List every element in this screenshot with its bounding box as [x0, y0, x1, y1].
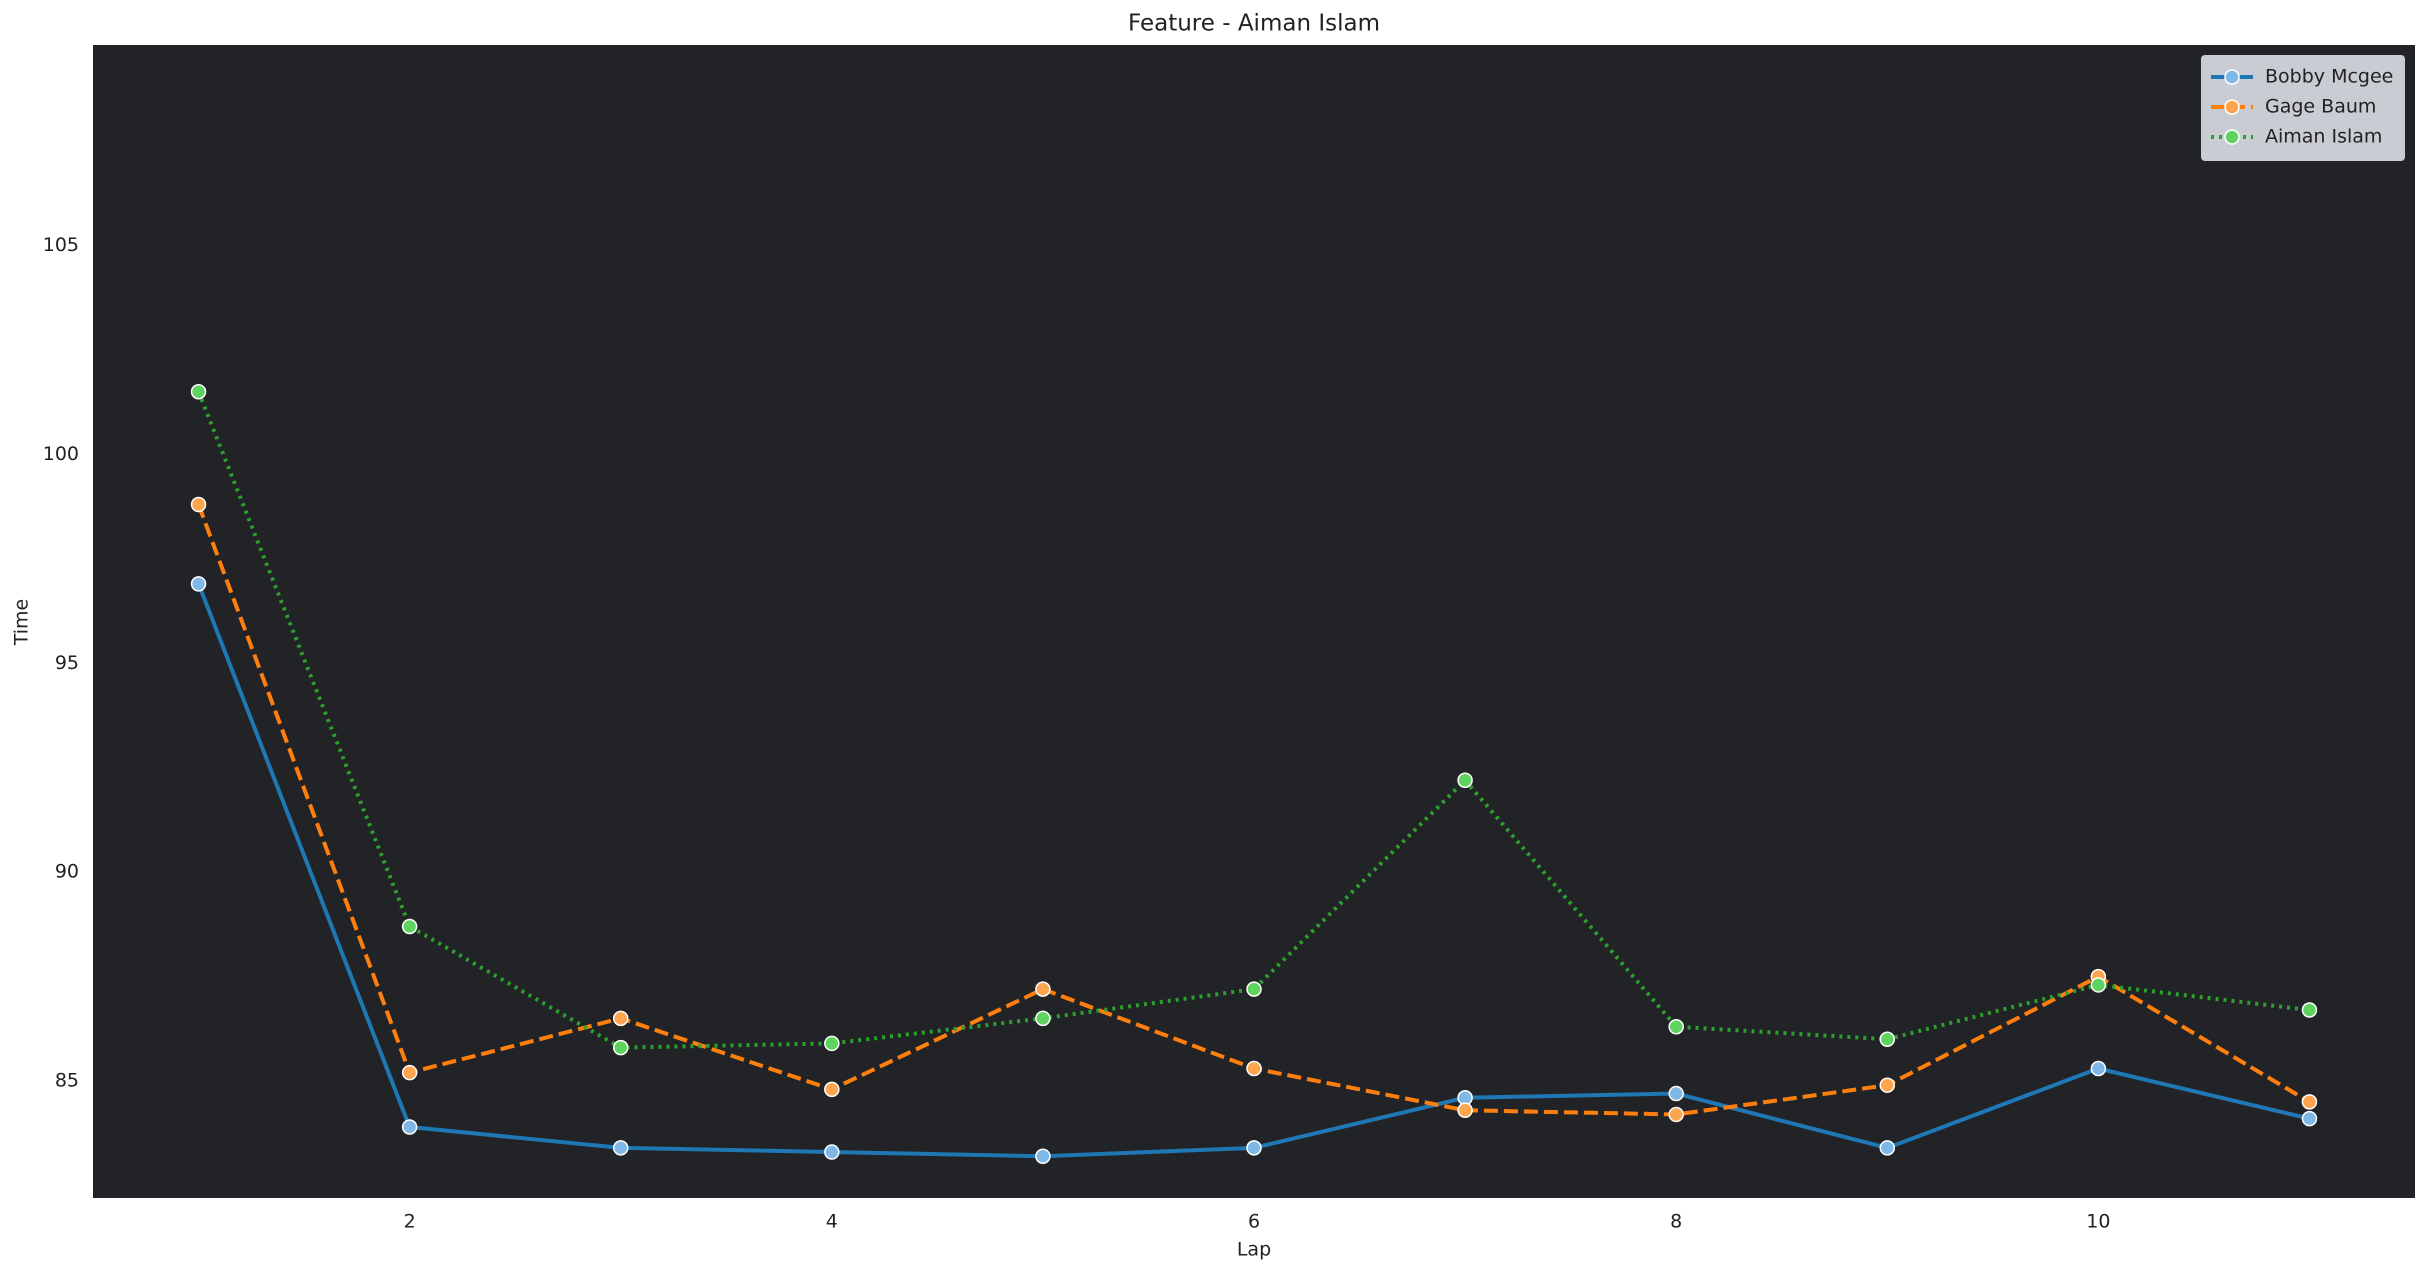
legend-box — [2201, 55, 2405, 161]
legend: Bobby Mcgee Gage Baum Aiman Islam — [2201, 55, 2405, 161]
data-point — [2301, 1110, 2318, 1127]
x-axis-label: Lap — [1237, 1239, 1271, 1261]
data-point — [1457, 1102, 1473, 1119]
x-tick-label: 10 — [2086, 1211, 2110, 1233]
data-point — [612, 1140, 629, 1156]
y-tick-label: 95 — [55, 652, 79, 674]
data-point — [824, 1081, 840, 1098]
data-point — [401, 1119, 418, 1135]
data-point — [1879, 1140, 1896, 1156]
x-tick-label: 8 — [1670, 1211, 1682, 1233]
data-point — [401, 918, 418, 935]
data-point — [1668, 1018, 1684, 1035]
data-point — [2301, 1094, 2318, 1110]
y-tick-label: 105 — [43, 234, 79, 256]
x-tick-label: 2 — [404, 1211, 416, 1233]
data-point — [1246, 1140, 1262, 1156]
data-point — [2090, 1060, 2107, 1077]
data-point — [190, 496, 207, 513]
data-point — [824, 1144, 840, 1160]
plot-area — [93, 45, 2415, 1198]
data-point — [1879, 1077, 1896, 1093]
data-point — [190, 383, 207, 400]
data-point — [1035, 1148, 1051, 1164]
y-tick-label: 85 — [55, 1070, 79, 1092]
legend-marker — [2224, 69, 2240, 85]
data-point — [1246, 981, 1262, 997]
data-point — [2301, 1002, 2318, 1018]
legend-marker — [2224, 129, 2240, 145]
data-point — [2090, 977, 2107, 993]
data-point — [1035, 1010, 1051, 1027]
data-point — [1879, 1031, 1896, 1048]
data-point — [1668, 1106, 1684, 1123]
x-tick-label: 4 — [826, 1211, 838, 1233]
y-axis-label: Time — [11, 599, 33, 647]
y-tick-label: 90 — [55, 861, 79, 883]
legend-label: Bobby Mcgee — [2265, 66, 2393, 88]
y-tick-label: 100 — [43, 443, 79, 465]
data-point — [401, 1064, 418, 1081]
data-point — [612, 1039, 629, 1056]
data-point — [1246, 1060, 1262, 1077]
legend-label: Gage Baum — [2265, 96, 2376, 118]
data-point — [612, 1010, 629, 1027]
data-point — [824, 1035, 840, 1052]
legend-label: Aiman Islam — [2265, 126, 2382, 148]
x-tick-label: 6 — [1248, 1211, 1260, 1233]
data-point — [1457, 772, 1473, 788]
data-point — [190, 576, 207, 592]
chart-title: Feature - Aiman Islam — [1128, 11, 1380, 37]
legend-marker — [2224, 99, 2240, 115]
data-point — [1035, 981, 1051, 997]
data-point — [1668, 1085, 1684, 1102]
series-line — [196, 391, 2310, 1050]
